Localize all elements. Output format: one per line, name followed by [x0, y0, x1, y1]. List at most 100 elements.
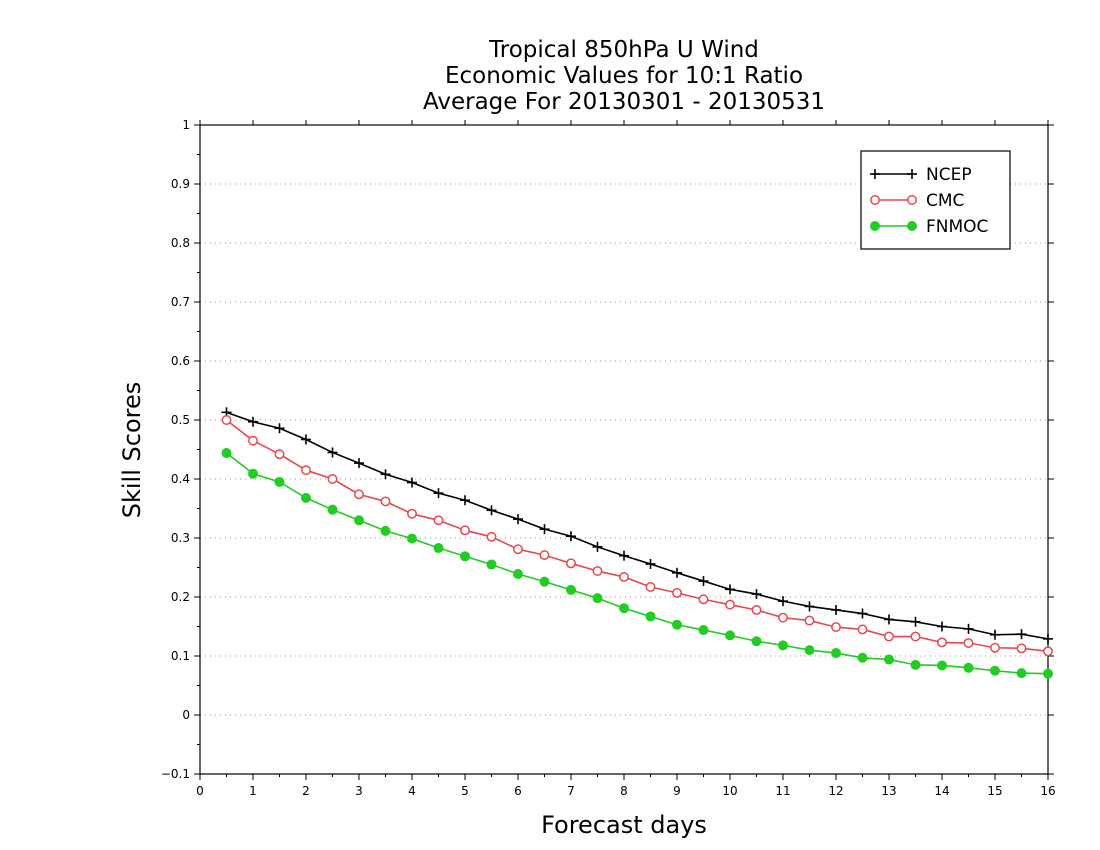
- point-fnmoc-21: [778, 640, 788, 651]
- y-tick-label-7: 0.6: [171, 354, 190, 368]
- x-tick-label-6: 6: [514, 784, 522, 798]
- x-tick-label-7: 7: [567, 784, 575, 798]
- point-fnmoc-8: [433, 543, 444, 554]
- chart-title-line-1: Tropical 850hPa U Wind: [489, 37, 759, 63]
- point-fnmoc-27: [937, 660, 947, 671]
- point-cmc-18: [698, 594, 709, 605]
- y-tick-label-9: 0.8: [171, 236, 190, 250]
- point-fnmoc-4: [327, 504, 338, 515]
- x-tick-label-8: 8: [620, 784, 628, 798]
- point-ncep-11: [513, 514, 523, 525]
- point-cmc-3: [301, 465, 311, 476]
- point-ncep-20: [751, 589, 762, 600]
- point-fnmoc-31: [1043, 668, 1053, 679]
- legend-label-fnmoc: FNMOC: [926, 217, 988, 237]
- x-tick-label-5: 5: [461, 784, 469, 798]
- y-tick-label-2: 0.1: [171, 649, 190, 663]
- point-fnmoc-20: [751, 636, 762, 647]
- point-fnmoc-6: [380, 525, 391, 536]
- point-cmc-10: [486, 531, 497, 542]
- point-ncep-5: [354, 458, 364, 469]
- series-line-fnmoc: [226, 452, 1049, 675]
- x-tick-label-4: 4: [408, 784, 416, 798]
- point-fnmoc-24: [857, 652, 868, 663]
- point-fnmoc-14: [592, 593, 603, 604]
- point-fnmoc-26: [910, 659, 921, 670]
- legend-marker-right-fnmoc: [907, 221, 917, 231]
- point-ncep-29: [990, 629, 1000, 640]
- point-cmc-7: [407, 508, 417, 519]
- point-fnmoc-28: [963, 662, 974, 673]
- x-tick-label-2: 2: [302, 784, 310, 798]
- point-ncep-28: [963, 623, 974, 634]
- legend-marker-left-cmc: [870, 195, 880, 205]
- point-fnmoc-22: [804, 645, 815, 656]
- point-ncep-15: [619, 550, 629, 561]
- point-ncep-25: [884, 614, 894, 625]
- point-ncep-22: [804, 601, 815, 612]
- x-tick-label-10: 10: [722, 784, 737, 798]
- point-cmc-4: [327, 474, 338, 484]
- y-tick-label-11: 1: [182, 118, 190, 132]
- point-ncep-31: [1043, 633, 1053, 644]
- point-cmc-0: [221, 415, 232, 425]
- point-cmc-12: [539, 550, 550, 561]
- point-ncep-16: [645, 558, 656, 569]
- y-tick-label-1: 0: [182, 708, 190, 722]
- point-ncep-12: [539, 524, 550, 535]
- point-ncep-7: [407, 477, 417, 488]
- legend-label-ncep: NCEP: [926, 165, 972, 185]
- point-ncep-18: [698, 576, 709, 587]
- point-ncep-21: [778, 596, 788, 607]
- series-fnmoc: [221, 448, 1053, 679]
- point-cmc-11: [513, 544, 523, 555]
- point-fnmoc-7: [407, 533, 417, 544]
- point-ncep-1: [248, 416, 258, 427]
- point-ncep-13: [566, 531, 576, 542]
- y-tick-label-6: 0.5: [171, 413, 190, 427]
- x-tick-label-15: 15: [987, 784, 1002, 798]
- point-fnmoc-1: [248, 468, 258, 479]
- x-tick-label-12: 12: [828, 784, 843, 798]
- point-ncep-6: [380, 469, 391, 480]
- point-fnmoc-11: [513, 568, 523, 579]
- x-tick-label-16: 16: [1040, 784, 1055, 798]
- point-ncep-17: [672, 567, 682, 578]
- y-tick-label-5: 0.4: [171, 472, 190, 486]
- point-fnmoc-15: [619, 603, 629, 614]
- point-fnmoc-17: [672, 619, 682, 630]
- y-tick-label-10: 0.9: [171, 177, 190, 191]
- point-cmc-9: [460, 525, 470, 536]
- point-fnmoc-18: [698, 625, 709, 636]
- point-fnmoc-12: [539, 576, 550, 587]
- legend-marker-right-cmc: [907, 195, 917, 205]
- point-cmc-5: [354, 489, 364, 500]
- x-tick-label-0: 0: [196, 784, 204, 798]
- point-ncep-10: [486, 505, 497, 516]
- point-cmc-1: [248, 435, 258, 446]
- point-cmc-31: [1043, 646, 1053, 657]
- point-ncep-14: [592, 541, 603, 552]
- point-cmc-19: [725, 599, 735, 610]
- legend: NCEP CMC FNMOC: [860, 150, 1011, 250]
- y-tick-label-0: −0.1: [161, 767, 190, 781]
- point-fnmoc-23: [831, 648, 841, 659]
- axes: −0.100.10.20.30.40.50.60.70.80.910 1 2 3 4 5 6…: [161, 118, 1056, 798]
- point-ncep-2: [274, 423, 285, 434]
- point-cmc-14: [592, 566, 603, 576]
- point-fnmoc-0: [221, 448, 232, 459]
- point-cmc-21: [778, 612, 788, 623]
- series-line-ncep: [226, 411, 1049, 640]
- chart-title-line-2: Economic Values for 10:1 Ratio: [444, 63, 804, 89]
- point-fnmoc-3: [301, 492, 311, 503]
- point-cmc-20: [751, 605, 762, 615]
- series-layer: [221, 407, 1053, 679]
- point-fnmoc-13: [566, 584, 576, 595]
- legend-marker-left-ncep: [870, 169, 880, 179]
- point-fnmoc-5: [354, 515, 364, 526]
- point-cmc-27: [937, 637, 947, 648]
- point-fnmoc-10: [486, 559, 497, 570]
- x-axis-title: Forecast days: [541, 811, 707, 839]
- point-cmc-13: [566, 558, 576, 569]
